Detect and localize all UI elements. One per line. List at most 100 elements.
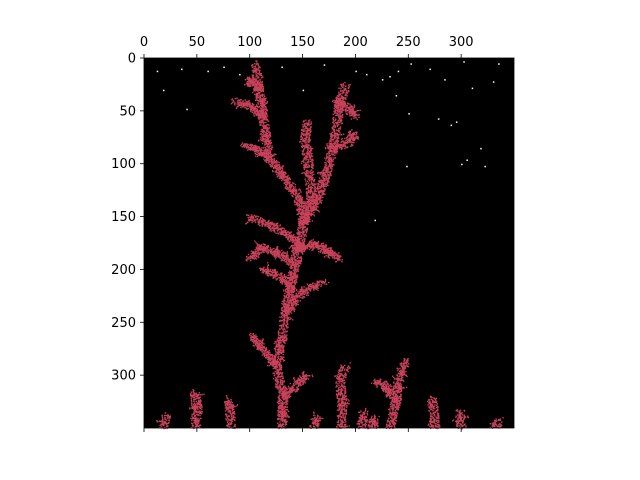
particle bbox=[280, 411, 281, 412]
particle bbox=[262, 85, 263, 86]
particle bbox=[278, 376, 279, 377]
particle bbox=[301, 235, 302, 236]
particle bbox=[296, 189, 297, 190]
particle bbox=[289, 271, 290, 272]
particle bbox=[297, 232, 298, 233]
particle bbox=[265, 106, 266, 107]
particle bbox=[329, 153, 330, 154]
particle bbox=[317, 206, 318, 207]
particle bbox=[300, 225, 301, 226]
particle bbox=[310, 124, 311, 125]
particle bbox=[309, 203, 310, 204]
particle bbox=[309, 180, 310, 181]
particle bbox=[308, 159, 309, 160]
particle bbox=[301, 212, 302, 213]
particle bbox=[343, 105, 344, 106]
particle bbox=[274, 343, 275, 344]
particle bbox=[308, 147, 309, 148]
particle bbox=[317, 172, 318, 173]
particle bbox=[236, 98, 237, 99]
particle bbox=[303, 121, 304, 122]
particle bbox=[273, 368, 274, 369]
particle bbox=[338, 107, 339, 108]
particle bbox=[256, 89, 257, 90]
particle bbox=[295, 186, 296, 187]
particle bbox=[323, 191, 324, 192]
particle bbox=[243, 102, 244, 103]
particle bbox=[277, 402, 278, 403]
particle bbox=[244, 84, 245, 85]
particle bbox=[341, 147, 342, 148]
particle bbox=[275, 383, 276, 384]
particle bbox=[277, 165, 278, 166]
particle bbox=[323, 178, 324, 179]
particle bbox=[276, 163, 277, 164]
particle bbox=[311, 167, 312, 168]
particle bbox=[253, 82, 254, 83]
particle bbox=[281, 415, 282, 416]
particle bbox=[283, 409, 284, 410]
particle bbox=[285, 422, 286, 423]
particle bbox=[265, 117, 266, 118]
particle bbox=[291, 294, 292, 295]
particle bbox=[264, 141, 265, 142]
particle bbox=[341, 144, 342, 145]
particle bbox=[301, 209, 302, 210]
particle bbox=[336, 110, 337, 111]
particle bbox=[303, 232, 304, 233]
particle bbox=[307, 139, 308, 140]
particle bbox=[327, 173, 328, 174]
particle bbox=[282, 333, 283, 334]
particle bbox=[276, 160, 277, 161]
particle bbox=[294, 288, 295, 289]
particle bbox=[319, 211, 320, 212]
particle bbox=[307, 209, 308, 210]
particle bbox=[341, 123, 342, 124]
particle bbox=[258, 149, 259, 150]
particle bbox=[350, 132, 351, 133]
particle bbox=[279, 414, 280, 415]
particle bbox=[332, 144, 333, 145]
particle bbox=[281, 369, 282, 370]
particle bbox=[238, 104, 239, 105]
particle bbox=[301, 133, 302, 134]
particle bbox=[337, 133, 338, 134]
particle bbox=[282, 420, 283, 421]
particle bbox=[264, 156, 265, 157]
particle bbox=[302, 129, 303, 130]
particle bbox=[288, 298, 289, 299]
particle bbox=[266, 103, 267, 104]
particle bbox=[328, 179, 329, 180]
particle bbox=[336, 124, 337, 125]
particle bbox=[334, 124, 335, 125]
particle bbox=[255, 106, 256, 107]
particle bbox=[307, 136, 308, 137]
particle bbox=[360, 110, 361, 111]
particle bbox=[267, 101, 268, 102]
particle bbox=[310, 175, 311, 176]
particle bbox=[284, 318, 285, 319]
particle bbox=[314, 199, 315, 200]
particle bbox=[306, 157, 307, 158]
particle bbox=[270, 148, 271, 149]
particle bbox=[265, 122, 266, 123]
particle bbox=[293, 278, 294, 279]
particle bbox=[341, 118, 342, 119]
particle bbox=[305, 178, 306, 179]
particle bbox=[279, 171, 280, 172]
particle bbox=[256, 83, 257, 84]
particle bbox=[325, 170, 326, 171]
particle bbox=[264, 130, 265, 131]
particle bbox=[340, 88, 341, 89]
particle bbox=[352, 142, 353, 143]
particle bbox=[299, 216, 300, 217]
particle bbox=[272, 159, 273, 160]
particle bbox=[298, 223, 299, 224]
particle bbox=[295, 194, 296, 195]
particle bbox=[295, 266, 296, 267]
particle bbox=[348, 103, 349, 104]
particle bbox=[246, 83, 247, 84]
particle bbox=[247, 81, 248, 82]
particle bbox=[310, 213, 311, 214]
particle bbox=[279, 164, 280, 165]
